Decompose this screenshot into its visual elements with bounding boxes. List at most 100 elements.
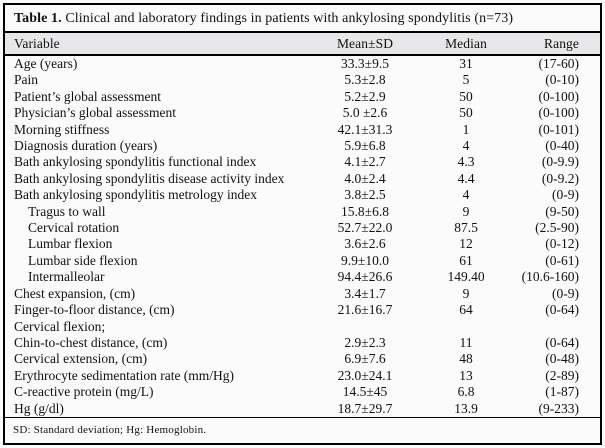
cell-variable: Bath ankylosing spondylitis metrology in…	[14, 187, 257, 203]
cell-range: (10.6-160)	[521, 269, 579, 285]
table-frame: Table 1. Clinical and laboratory finding…	[3, 3, 602, 445]
cell-median: 4.3	[457, 154, 475, 170]
table-row: C-reactive protein (mg/L) 14.5±45 6.8 (1…	[5, 384, 600, 400]
cell-variable: Patient’s global assessment	[14, 88, 161, 104]
cell-median: 5	[462, 72, 470, 88]
table-number: Table 1.	[14, 11, 62, 26]
cell-mean-sd: 18.7±29.7	[337, 400, 393, 416]
cell-variable: Bath ankylosing spondylitis functional i…	[14, 154, 257, 170]
table-row: Tragus to wall 15.8±6.8 9 (9-50)	[5, 204, 600, 220]
cell-median: 48	[459, 351, 473, 367]
table-row: Chin-to-chest distance, (cm) 2.9±2.3 11 …	[5, 335, 600, 351]
cell-median: 12	[459, 236, 473, 252]
table-row: Age (years) 33.3±9.5 31 (17-60)	[5, 55, 600, 72]
cell-mean-sd: 5.2±2.9	[344, 88, 386, 104]
table-row: Morning stiffness 42.1±31.3 1 (0-101)	[5, 122, 600, 138]
table-row: Cervical extension, (cm) 6.9±7.6 48 (0-4…	[5, 351, 600, 367]
cell-mean-sd: 21.6±16.7	[337, 302, 393, 318]
cell-range: (17-60)	[538, 56, 580, 71]
cell-variable: Erythrocyte sedimentation rate (mm/Hg)	[14, 367, 235, 383]
cell-variable: Bath ankylosing spondylitis disease acti…	[14, 170, 285, 186]
table-header: Variable Mean±SD Median Range	[5, 33, 600, 56]
cell-range: (0-9)	[552, 187, 579, 203]
cell-variable: Chin-to-chest distance, (cm)	[14, 334, 168, 350]
cell-variable: Chest expansion, (cm)	[14, 285, 136, 301]
cell-mean-sd: 52.7±22.0	[337, 220, 393, 236]
cell-variable: Cervical rotation	[28, 220, 120, 236]
table-row: Chest expansion, (cm) 3.4±1.7 9 (0-9)	[5, 286, 600, 302]
cell-mean-sd: 5.0 ±2.6	[342, 105, 388, 121]
cell-variable: Cervical flexion;	[14, 318, 106, 334]
cell-variable: Finger-to-floor distance, (cm)	[14, 302, 175, 318]
cell-range: (0-61)	[545, 252, 579, 268]
cell-range: (0-64)	[545, 334, 579, 350]
table-row: Lumbar side flexion 9.9±10.0 61 (0-61)	[5, 253, 600, 269]
table-row: Hg (g/dl) 18.7±29.7 13.9 (9-233)	[5, 401, 600, 417]
cell-variable: Pain	[14, 72, 39, 88]
cell-range	[507, 319, 600, 335]
cell-range: (9-50)	[545, 203, 579, 219]
cell-variable: Lumbar side flexion	[28, 252, 138, 268]
cell-range: (0-48)	[545, 351, 579, 367]
table-row: Pain 5.3±2.8 5 (0-10)	[5, 72, 600, 88]
cell-range: (0-9.9)	[541, 154, 579, 170]
table-row: Patient’s global assessment 5.2±2.9 50 (…	[5, 89, 600, 105]
cell-variable: Hg (g/dl)	[14, 400, 64, 416]
table-row: Lumbar flexion 3.6±2.6 12 (0-12)	[5, 236, 600, 252]
column-header-range: Range	[507, 33, 600, 56]
cell-mean-sd	[305, 319, 425, 335]
column-header-variable: Variable	[5, 33, 305, 56]
table-body: Age (years) 33.3±9.5 31 (17-60) Pain 5.3…	[5, 55, 600, 417]
cell-median: 9	[462, 285, 470, 301]
cell-mean-sd: 42.1±31.3	[337, 121, 393, 137]
cell-range: (0-101)	[538, 121, 580, 137]
cell-mean-sd: 2.9±2.3	[344, 334, 386, 350]
cell-median: 6.8	[457, 384, 475, 400]
table-row: Bath ankylosing spondylitis metrology in…	[5, 187, 600, 203]
cell-mean-sd: 3.8±2.5	[344, 187, 386, 203]
cell-variable: C-reactive protein (mg/L)	[14, 384, 154, 400]
cell-median: 4.4	[457, 170, 475, 186]
cell-median: 13.9	[454, 400, 478, 416]
cell-median: 61	[459, 252, 473, 268]
cell-median: 11	[459, 334, 473, 350]
table-title: Table 1. Clinical and laboratory finding…	[5, 5, 600, 33]
cell-median: 50	[459, 105, 473, 121]
cell-mean-sd: 14.5±45	[342, 384, 388, 400]
cell-mean-sd: 15.8±6.8	[341, 203, 389, 219]
cell-median: 87.5	[454, 220, 478, 236]
cell-median: 149.40	[447, 269, 485, 285]
cell-variable: Lumbar flexion	[28, 236, 113, 252]
cell-median: 4	[462, 138, 470, 154]
cell-mean-sd: 23.0±24.1	[337, 367, 393, 383]
column-header-mean-sd: Mean±SD	[305, 33, 425, 56]
cell-median: 13	[459, 367, 473, 383]
table-row: Bath ankylosing spondylitis functional i…	[5, 154, 600, 170]
cell-range: (9-233)	[538, 400, 580, 416]
cell-mean-sd: 5.3±2.8	[344, 72, 386, 88]
header-row: Variable Mean±SD Median Range	[5, 33, 600, 56]
cell-median: 31	[459, 56, 473, 71]
cell-mean-sd: 3.4±1.7	[344, 285, 386, 301]
cell-median	[425, 319, 507, 335]
cell-variable: Physician’s global assessment	[14, 105, 176, 121]
cell-mean-sd: 6.9±7.6	[344, 351, 386, 367]
table-footnote: SD: Standard deviation; Hg: Hemoglobin.	[5, 416, 600, 444]
table-row: Intermalleolar 94.4±26.6 149.40 (10.6-16…	[5, 269, 600, 285]
cell-variable: Morning stiffness	[14, 121, 110, 137]
cell-median: 64	[459, 302, 473, 318]
cell-mean-sd: 4.1±2.7	[344, 154, 386, 170]
cell-range: (2-89)	[545, 367, 579, 383]
column-header-median: Median	[425, 33, 507, 56]
cell-variable: Age (years)	[14, 56, 78, 71]
cell-range: (0-10)	[545, 72, 579, 88]
cell-median: 1	[462, 121, 470, 137]
cell-variable: Tragus to wall	[28, 203, 106, 219]
cell-range: (0-9.2)	[541, 170, 579, 186]
cell-median: 4	[462, 187, 470, 203]
cell-median: 9	[462, 203, 470, 219]
cell-variable: Cervical extension, (cm)	[14, 351, 148, 367]
cell-range: (1-87)	[545, 384, 579, 400]
cell-range: (0-64)	[545, 302, 579, 318]
